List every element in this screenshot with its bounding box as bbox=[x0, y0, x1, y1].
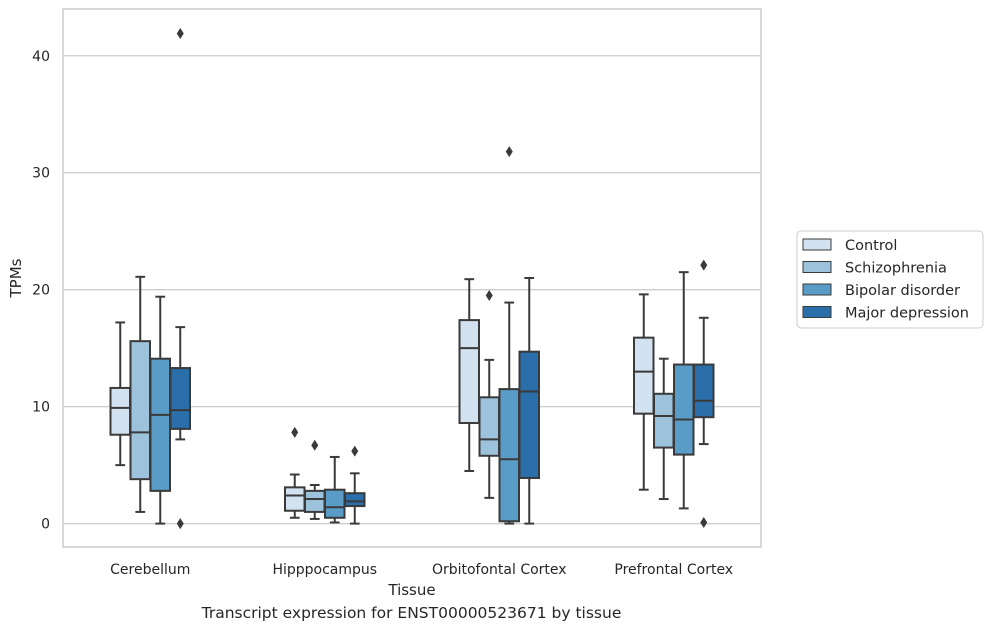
outlier-point bbox=[505, 146, 513, 158]
box-control bbox=[284, 426, 306, 519]
box-schizophrenia bbox=[478, 290, 500, 499]
box-iqr bbox=[518, 350, 540, 479]
boxes-layer bbox=[109, 28, 715, 530]
x-tick-label: Orbitofontal Cortex bbox=[432, 562, 567, 578]
outlier-point bbox=[311, 439, 319, 451]
legend-label: Schizophrenia bbox=[845, 261, 947, 277]
box-major-depression bbox=[344, 445, 366, 525]
legend-label: Bipolar disorder bbox=[845, 283, 960, 299]
box-bipolar-disorder bbox=[324, 455, 346, 524]
chart-caption: Transcript expression for ENST0000052367… bbox=[201, 604, 622, 622]
box-major-depression bbox=[693, 259, 715, 528]
box-iqr bbox=[653, 392, 675, 449]
outlier-point bbox=[700, 516, 708, 528]
box-iqr bbox=[458, 319, 480, 425]
box-iqr bbox=[304, 489, 326, 513]
plot-frame bbox=[62, 8, 762, 548]
box-iqr bbox=[498, 388, 520, 523]
box-bipolar-disorder bbox=[149, 295, 171, 525]
box-iqr bbox=[673, 363, 695, 456]
x-tick-label: Hipppocampus bbox=[272, 562, 377, 578]
box-control bbox=[109, 321, 131, 467]
box-control bbox=[633, 293, 655, 491]
legend-swatch bbox=[802, 306, 832, 318]
box-iqr bbox=[149, 357, 171, 492]
y-tick-label: 0 bbox=[41, 517, 50, 533]
y-tick-label: 40 bbox=[32, 49, 50, 65]
box-iqr bbox=[344, 492, 366, 508]
box-bipolar-disorder bbox=[498, 146, 520, 525]
legend-label: Control bbox=[845, 238, 897, 254]
legend-frame bbox=[796, 230, 984, 329]
y-tick-label: 20 bbox=[32, 283, 50, 299]
outlier-point bbox=[485, 290, 493, 302]
box-major-depression bbox=[169, 28, 191, 530]
box-iqr bbox=[478, 396, 500, 457]
box-iqr bbox=[324, 488, 346, 519]
box-bipolar-disorder bbox=[673, 271, 695, 510]
outlier-point bbox=[700, 259, 708, 271]
y-tick-label: 10 bbox=[32, 400, 50, 416]
box-iqr bbox=[633, 336, 655, 415]
box-iqr bbox=[129, 340, 151, 481]
box-schizophrenia bbox=[129, 275, 151, 513]
x-tick-labels: Cerebellum Hipppocampus Orbitofontal Corte… bbox=[110, 562, 733, 578]
box-schizophrenia bbox=[304, 439, 326, 520]
box-iqr bbox=[109, 386, 131, 436]
box-schizophrenia bbox=[653, 357, 675, 501]
box-control bbox=[458, 278, 480, 472]
box-iqr bbox=[284, 486, 306, 512]
box-iqr bbox=[693, 363, 715, 419]
legend-swatch bbox=[802, 238, 832, 251]
outlier-point bbox=[291, 426, 299, 438]
legend-label: Major depression bbox=[845, 306, 969, 322]
legend: Control Schizophrenia Bipolar disorder Majo… bbox=[796, 230, 984, 329]
x-axis-label: Tissue bbox=[387, 581, 435, 599]
box-iqr bbox=[169, 367, 191, 430]
outlier-point bbox=[351, 445, 359, 457]
legend-swatch bbox=[802, 283, 832, 296]
outlier-point bbox=[176, 28, 184, 40]
outlier-point bbox=[176, 518, 184, 530]
y-axis-label: TPMs bbox=[7, 258, 25, 298]
box-major-depression bbox=[518, 277, 540, 525]
legend-swatch bbox=[802, 261, 832, 273]
x-tick-label: Prefrontal Cortex bbox=[614, 562, 733, 578]
y-tick-labels: 0 10 20 30 40 bbox=[32, 49, 50, 533]
y-tick-label: 30 bbox=[32, 166, 50, 182]
x-tick-label: Cerebellum bbox=[110, 562, 190, 578]
